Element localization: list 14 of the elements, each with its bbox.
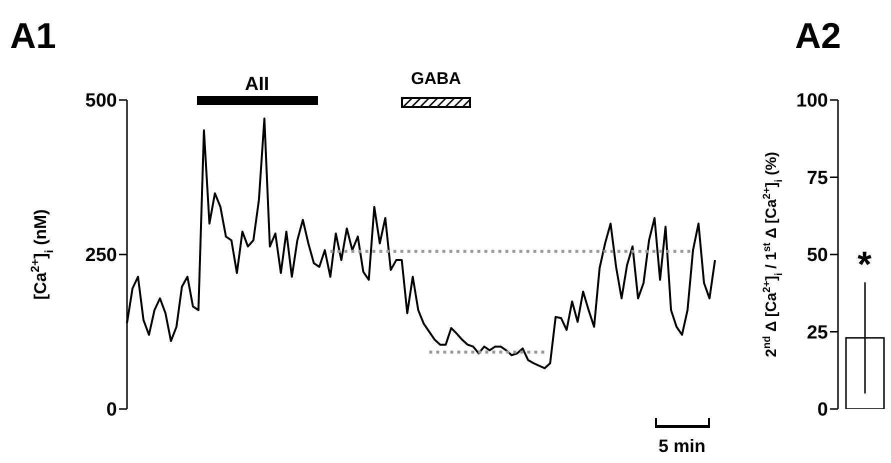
y-tick-label: 0 xyxy=(817,400,828,421)
text: 5 min xyxy=(658,436,706,456)
y-tick-label: 250 xyxy=(85,245,117,266)
chart-title: A2 xyxy=(795,15,842,56)
text: GABA xyxy=(410,69,462,88)
chart-title: A1 xyxy=(10,15,56,56)
y-tick-label: 0 xyxy=(106,400,117,421)
y-tick-label: 100 xyxy=(796,90,828,112)
y-tick-label: 25 xyxy=(806,322,828,344)
y-tick-label: 75 xyxy=(806,168,828,189)
text: AII xyxy=(244,74,270,95)
y-tick-label: 500 xyxy=(85,90,117,112)
y-tick-label: 50 xyxy=(806,245,828,266)
annotation: * xyxy=(857,243,872,284)
